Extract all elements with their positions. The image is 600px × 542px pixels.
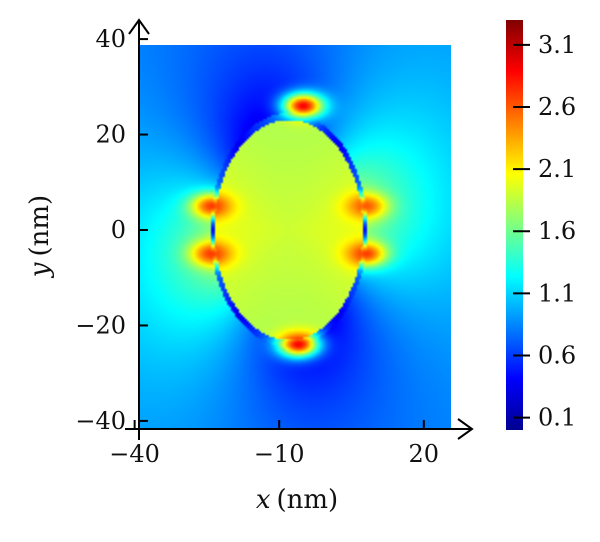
colorbar-gradient — [506, 20, 523, 430]
y-tick-label: −40 — [75, 407, 126, 435]
heatmap-image — [139, 45, 451, 429]
x-tick-label: −40 — [109, 440, 160, 468]
y-axis-label-var: y — [25, 262, 55, 278]
x-tick-label: 20 — [409, 440, 440, 468]
colorbar-tick-label: 2.1 — [538, 155, 576, 183]
x-axis-label: x (nm) — [256, 485, 338, 515]
y-ticks: −40 −20 0 20 40 — [75, 25, 148, 435]
y-axis-label-unit: (nm) — [25, 195, 55, 257]
y-tick-label: 0 — [111, 216, 126, 244]
x-tick-label: −10 — [254, 440, 305, 468]
colorbar: 0.1 0.6 1.1 1.6 2.1 2.6 3.1 — [506, 20, 576, 432]
x-axis-label-unit: (nm) — [276, 485, 338, 515]
colorbar-ticks: 0.1 0.6 1.1 1.6 2.1 2.6 3.1 — [513, 31, 576, 432]
y-tick-label: 20 — [95, 121, 126, 149]
y-axis-label: y (nm) — [25, 195, 55, 278]
x-ticks: −40 −10 20 — [109, 420, 439, 468]
colorbar-tick-label: 0.6 — [538, 341, 576, 369]
colorbar-tick-label: 3.1 — [538, 31, 576, 59]
heatmap-field — [139, 45, 451, 429]
colorbar-tick-label: 0.1 — [538, 404, 576, 432]
y-tick-label: 40 — [95, 25, 126, 53]
y-axis-arrow — [128, 18, 150, 35]
colorbar-tick-label: 1.6 — [538, 217, 576, 245]
colorbar-tick-label: 1.1 — [538, 279, 576, 307]
x-axis-label-var: x — [256, 485, 271, 515]
x-axis-arrow — [457, 418, 474, 440]
colorbar-tick-label: 2.6 — [538, 93, 576, 121]
y-tick-label: −20 — [75, 311, 126, 339]
